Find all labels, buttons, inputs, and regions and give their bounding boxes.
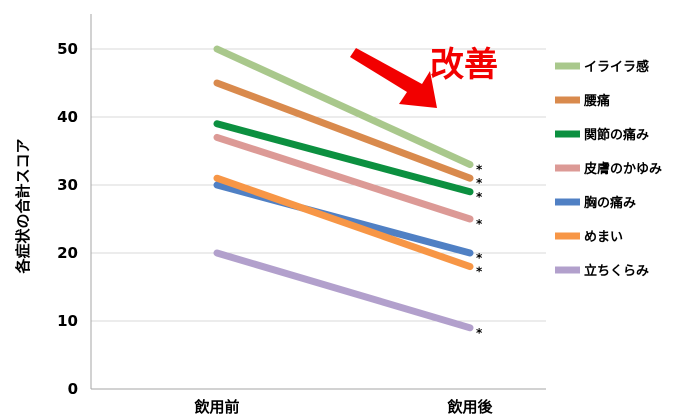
significance-marker: *: [476, 163, 483, 177]
y-tick-label: 40: [57, 108, 78, 126]
annotation: 改善: [350, 45, 498, 108]
legend-label: 関節の痛み: [584, 127, 649, 143]
legend-label: めまい: [584, 230, 623, 245]
improvement-arrow-icon: [350, 48, 437, 108]
significance-marker: *: [476, 176, 483, 190]
x-tick-label: 飲用後: [446, 398, 493, 414]
legend-label: 腰痛: [583, 93, 610, 109]
series-line: [213, 45, 474, 169]
significance-markers: *******: [476, 163, 483, 340]
series-line: [213, 133, 474, 223]
y-tick-label: 0: [68, 380, 78, 398]
significance-marker: *: [476, 326, 483, 340]
legend-label: 皮膚のかゆみ: [583, 161, 662, 177]
series-line: [213, 79, 474, 182]
series-lines: [213, 45, 474, 332]
annotation-text: 改善: [430, 45, 498, 85]
significance-marker: *: [476, 217, 483, 231]
y-axis-label: 各症状の合計スコア: [14, 138, 32, 274]
series-line: [213, 174, 474, 271]
series-line: [213, 120, 474, 196]
legend-label: 胸の痛み: [584, 195, 636, 211]
y-tick-label: 50: [57, 40, 78, 58]
y-tick-label: 30: [57, 176, 78, 194]
axes: 0 10 20 30 40 50 飲用前 飲用後: [57, 14, 546, 416]
legend-label: イライラ感: [584, 59, 649, 75]
significance-marker: *: [476, 251, 483, 265]
series-line: [213, 249, 474, 332]
significance-marker: *: [476, 265, 483, 279]
y-tick-label: 20: [57, 244, 78, 262]
y-tick-label: 10: [57, 312, 78, 330]
significance-marker: *: [476, 190, 483, 204]
legend-label: 立ちくらみ: [584, 263, 649, 279]
x-tick-label: 飲用前: [193, 398, 239, 414]
